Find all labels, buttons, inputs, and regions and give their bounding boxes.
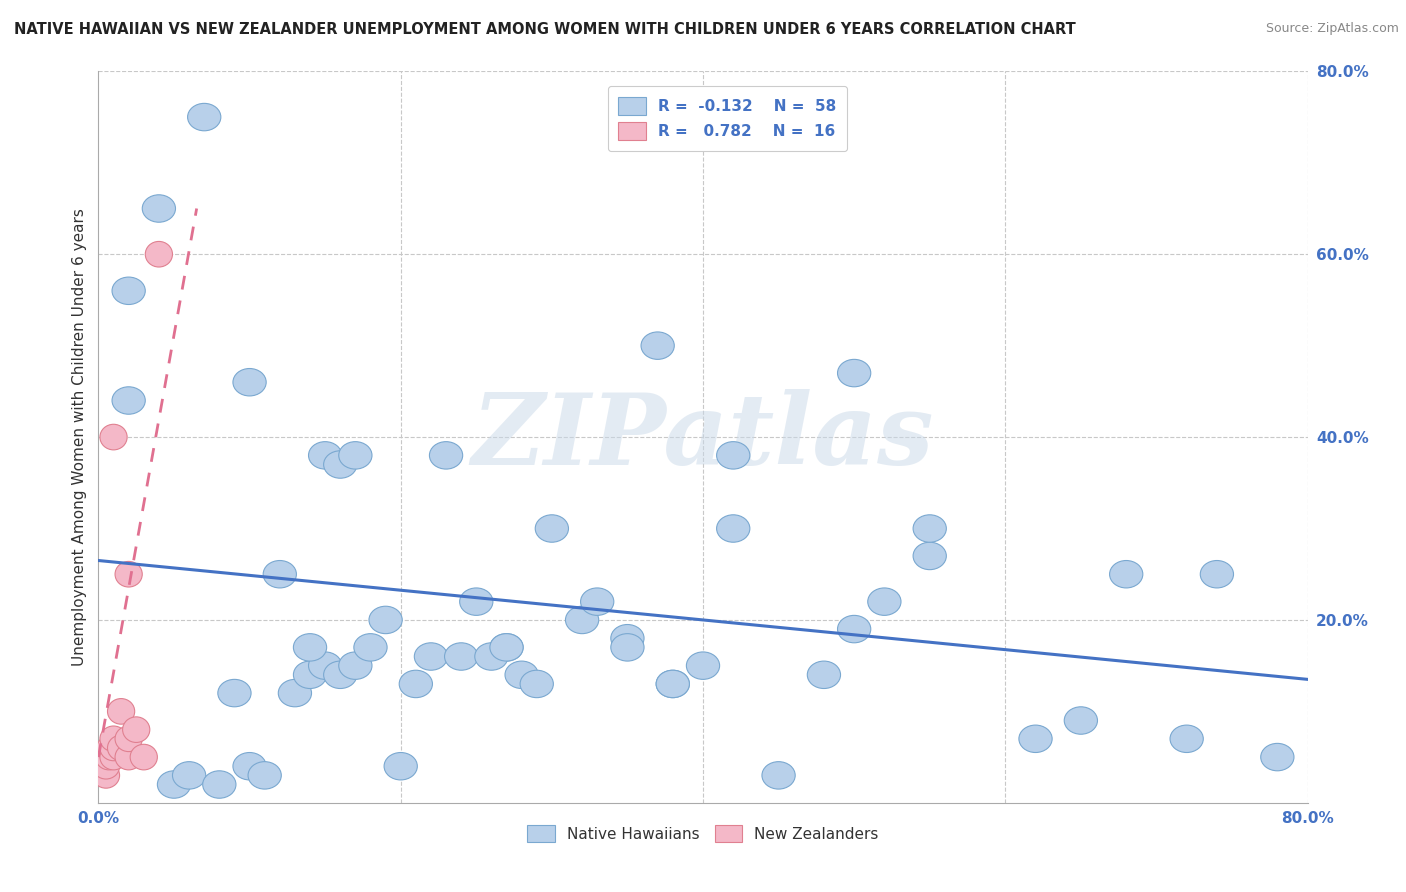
Text: NATIVE HAWAIIAN VS NEW ZEALANDER UNEMPLOYMENT AMONG WOMEN WITH CHILDREN UNDER 6 : NATIVE HAWAIIAN VS NEW ZEALANDER UNEMPLO… <box>14 22 1076 37</box>
Text: ZIPatlas: ZIPatlas <box>472 389 934 485</box>
Y-axis label: Unemployment Among Women with Children Under 6 years: Unemployment Among Women with Children U… <box>72 208 87 666</box>
Text: Source: ZipAtlas.com: Source: ZipAtlas.com <box>1265 22 1399 36</box>
Legend: Native Hawaiians, New Zealanders: Native Hawaiians, New Zealanders <box>519 817 887 850</box>
